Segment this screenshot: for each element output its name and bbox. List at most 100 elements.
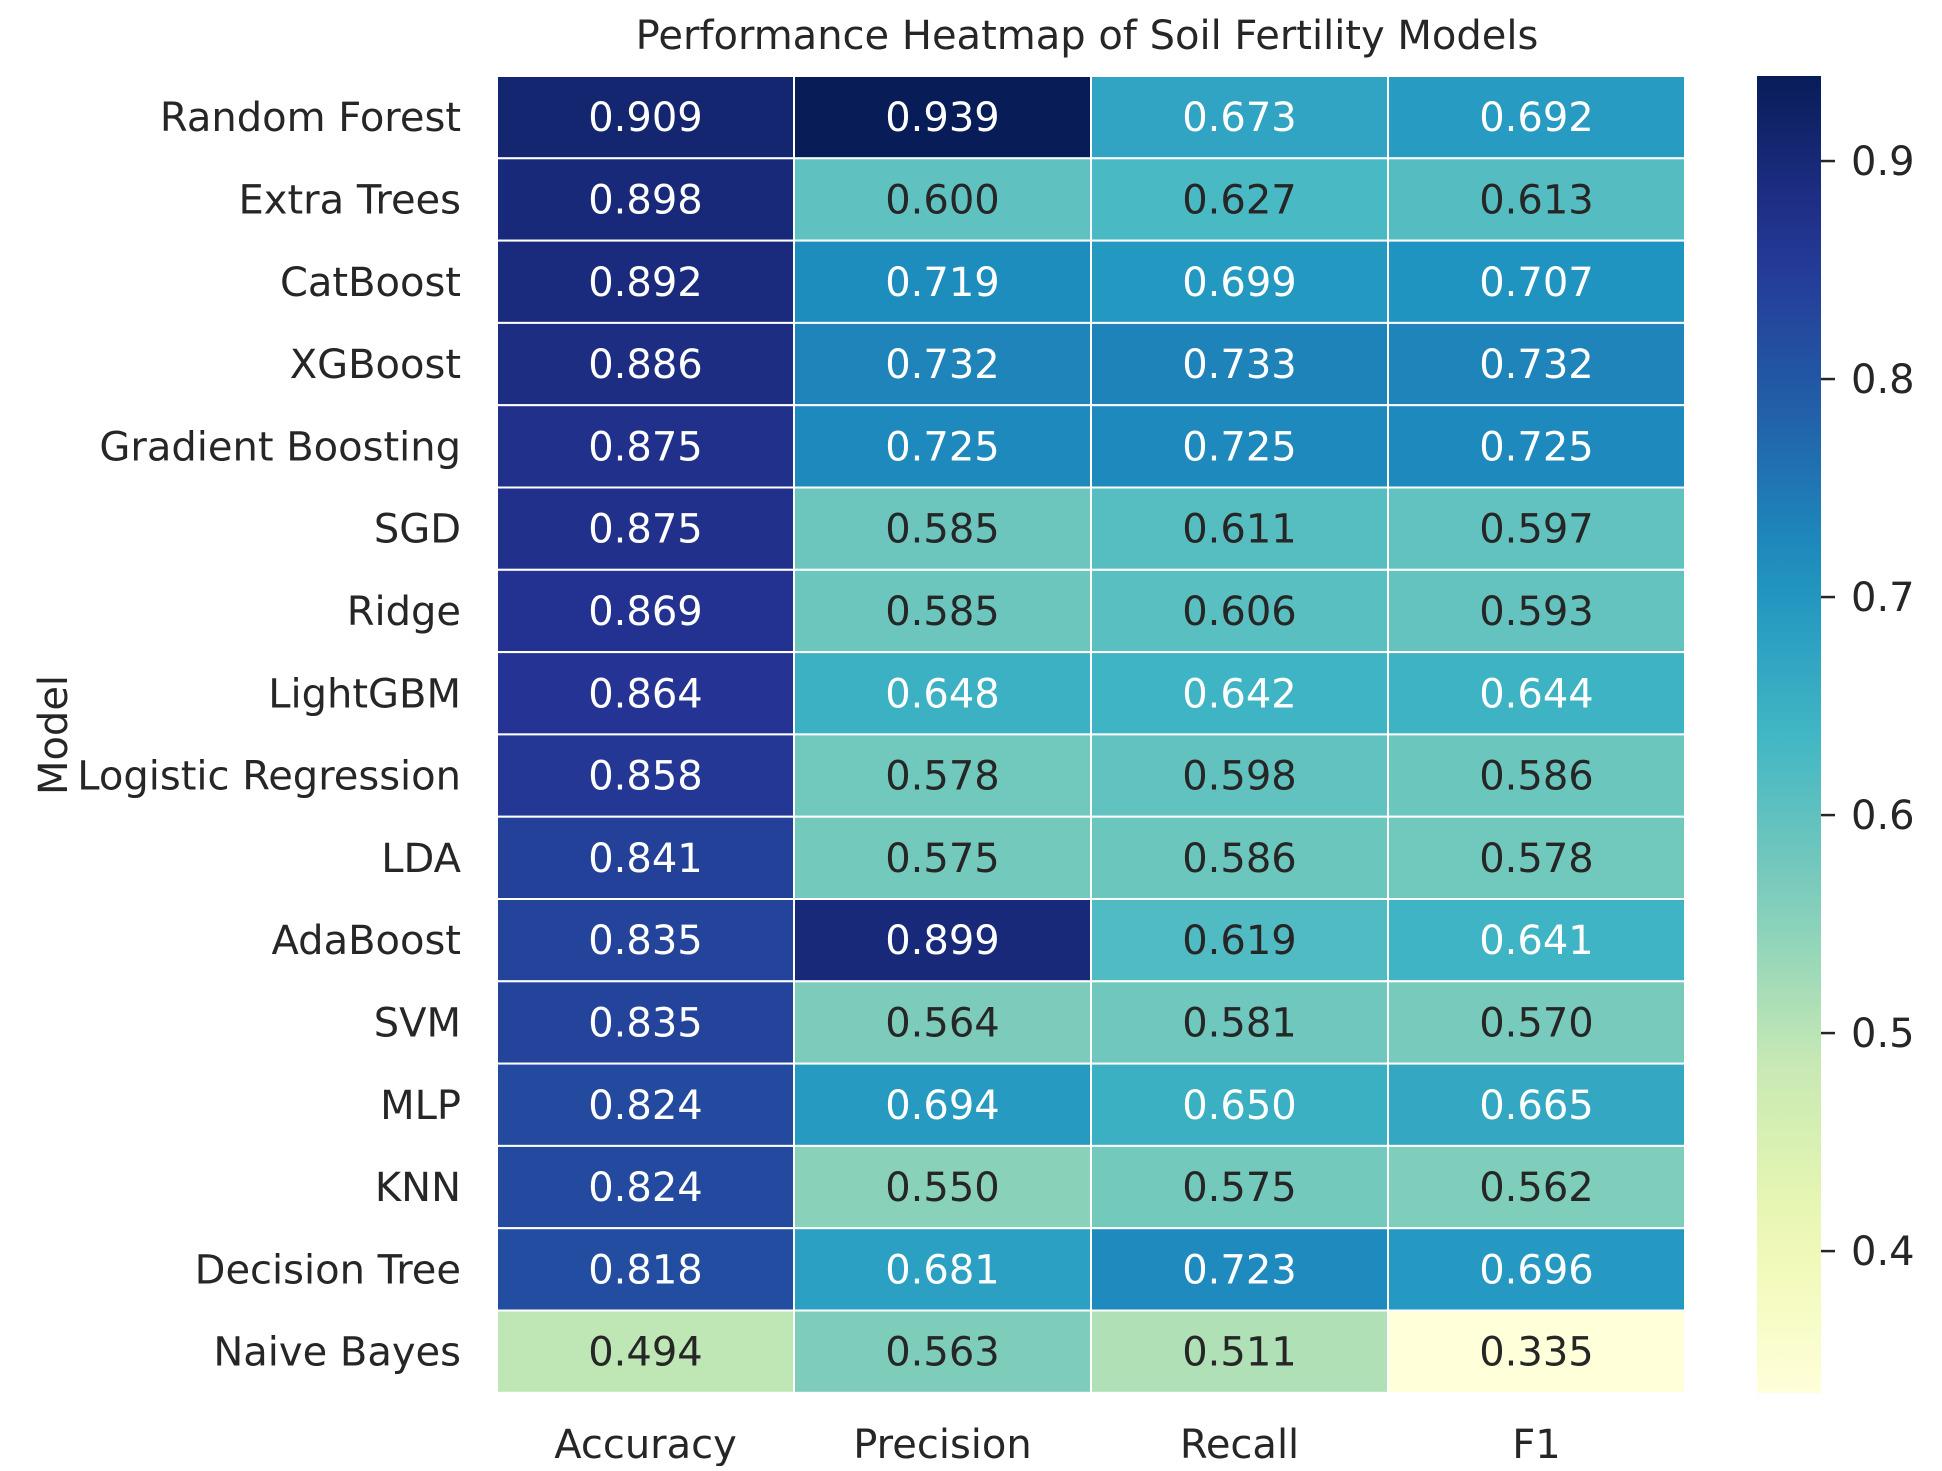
cell-value-label: 0.570 [1479, 1000, 1594, 1046]
cell-value-label: 0.892 [588, 260, 703, 306]
heatmap-cell [793, 75, 1092, 160]
heatmap-cell [1090, 568, 1389, 654]
row-labels: Random Forest Extra Trees CatBoost XGBoost G… [77, 95, 461, 1376]
cell-value-label: 0.606 [1182, 589, 1297, 635]
cell-value-label: 0.719 [885, 260, 1000, 306]
heatmap-cell [1387, 898, 1686, 983]
heatmap-cell [1387, 321, 1686, 407]
cell-value-label: 0.725 [1182, 424, 1297, 470]
cell-value-label: 0.665 [1479, 1083, 1594, 1129]
heatmap-cell [793, 815, 1092, 901]
heatmap-cell [496, 1144, 795, 1230]
colorbar-tick-label: 0.5 [1851, 1011, 1915, 1057]
colorbar-gradient [1757, 76, 1821, 1393]
cell-value-label: 0.619 [1182, 918, 1297, 964]
cell-value-label: 0.511 [1182, 1330, 1297, 1376]
cell-value-label: 0.875 [588, 507, 703, 553]
heatmap-cell [1387, 1062, 1686, 1147]
cell-value-label: 0.939 [885, 95, 1000, 141]
heatmap-cell [496, 1062, 795, 1147]
cell-value-label: 0.909 [588, 95, 703, 141]
heatmap-cell [1090, 898, 1389, 983]
cell-value-label: 0.886 [588, 342, 703, 388]
colorbar-tick-label: 0.6 [1851, 793, 1915, 839]
heatmap-cell [1090, 1227, 1389, 1312]
colorbar-tick-label: 0.7 [1851, 575, 1915, 621]
heatmap-cell [1387, 1309, 1686, 1394]
cell-value-label: 0.563 [885, 1330, 1000, 1376]
cell-value-label: 0.732 [1479, 342, 1594, 388]
heatmap-cell [496, 980, 795, 1065]
cell-value-label: 0.818 [588, 1247, 703, 1293]
cell-value-label: 0.732 [885, 342, 1000, 388]
heatmap-cell [793, 980, 1092, 1065]
row-label: LightGBM [268, 671, 461, 717]
cell-value-label: 0.650 [1182, 1083, 1297, 1129]
cell-value-label: 0.869 [588, 589, 703, 635]
heatmap-cell [793, 1062, 1092, 1147]
cell-value-label: 0.858 [588, 754, 703, 800]
heatmap-cell [496, 815, 795, 901]
cell-value-label: 0.673 [1182, 95, 1297, 141]
row-label: Logistic Regression [77, 754, 461, 800]
heatmap-cell [793, 404, 1092, 489]
cell-value-label: 0.627 [1182, 177, 1297, 223]
row-label: Decision Tree [195, 1247, 461, 1293]
heatmap-cells: 0.909 0.939 0.673 0.692 0.898 0.600 0.627 0.613… [496, 75, 1686, 1394]
cell-value-label: 0.824 [588, 1083, 703, 1129]
cell-value-label: 0.641 [1479, 918, 1594, 964]
row-label: SVM [374, 1000, 461, 1046]
row-label: Gradient Boosting [99, 424, 461, 470]
heatmap-cell [1090, 1144, 1389, 1230]
cell-value-label: 0.824 [588, 1165, 703, 1211]
heatmap-cell [1090, 815, 1389, 901]
cell-value-label: 0.335 [1479, 1330, 1594, 1376]
heatmap-cell [1387, 157, 1686, 242]
cell-value-label: 0.707 [1479, 260, 1594, 306]
column-label: Recall [1180, 1422, 1299, 1466]
colorbar-tick-label: 0.8 [1851, 357, 1915, 403]
heatmap-cell [793, 486, 1092, 571]
cell-value-label: 0.835 [588, 918, 703, 964]
cell-value-label: 0.564 [885, 1000, 1000, 1046]
cell-value-label: 0.613 [1479, 177, 1594, 223]
row-label: AdaBoost [272, 918, 461, 964]
cell-value-label: 0.586 [1479, 754, 1594, 800]
cell-value-label: 0.575 [885, 836, 1000, 882]
column-label: F1 [1512, 1422, 1560, 1466]
cell-value-label: 0.585 [885, 589, 1000, 635]
heatmap-cell [1387, 75, 1686, 160]
cell-value-label: 0.733 [1182, 342, 1297, 388]
cell-value-label: 0.578 [1479, 836, 1594, 882]
cell-value-label: 0.585 [885, 507, 1000, 553]
heatmap-cell [793, 898, 1092, 983]
row-label: SGD [374, 507, 461, 553]
cell-value-label: 0.550 [885, 1165, 1000, 1211]
heatmap-cell [793, 239, 1092, 324]
heatmap-cell [496, 486, 795, 571]
cell-value-label: 0.644 [1479, 671, 1594, 717]
heatmap-cell [1387, 486, 1686, 571]
cell-value-label: 0.642 [1182, 671, 1297, 717]
heatmap-cell [793, 321, 1092, 407]
heatmap-cell [1090, 486, 1389, 571]
column-label: Precision [853, 1422, 1031, 1466]
colorbar-tick-label: 0.9 [1851, 139, 1915, 185]
cell-value-label: 0.586 [1182, 836, 1297, 882]
cell-value-label: 0.692 [1479, 95, 1594, 141]
heatmap-cell [1090, 980, 1389, 1065]
heatmap-cell [1090, 404, 1389, 489]
cell-value-label: 0.725 [885, 424, 1000, 470]
heatmap-cell [1090, 75, 1389, 160]
row-label: CatBoost [280, 260, 461, 306]
row-label: MLP [380, 1083, 461, 1129]
column-label: Accuracy [554, 1422, 737, 1466]
row-label: XGBoost [290, 342, 461, 388]
cell-value-label: 0.611 [1182, 507, 1297, 553]
cell-value-label: 0.694 [885, 1083, 1000, 1129]
cell-value-label: 0.681 [885, 1247, 1000, 1293]
cell-value-label: 0.600 [885, 177, 1000, 223]
cell-value-label: 0.875 [588, 424, 703, 470]
heatmap-cell [793, 157, 1092, 242]
row-label: KNN [375, 1165, 461, 1211]
